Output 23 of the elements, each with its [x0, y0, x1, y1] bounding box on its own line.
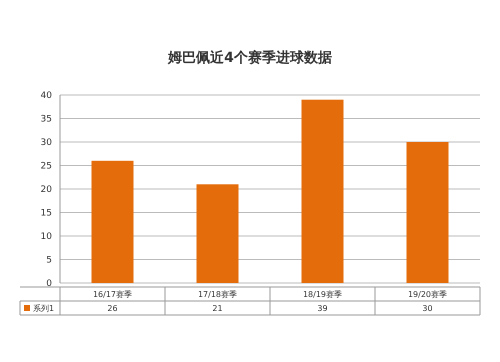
y-tick-label: 25: [40, 162, 52, 172]
data-label: 39: [317, 304, 328, 313]
y-tick-label: 5: [46, 256, 52, 266]
data-label: 21: [212, 304, 223, 313]
data-label: 26: [107, 304, 118, 313]
data-label: 30: [422, 304, 433, 313]
y-tick-label: 40: [40, 91, 52, 101]
bar: [406, 142, 448, 283]
chart-title: 姆巴佩近4个赛季进球数据: [167, 49, 332, 66]
legend-label: 系列1: [33, 304, 54, 313]
x-tick-label: 16/17赛季: [92, 290, 132, 299]
y-tick-label: 30: [40, 138, 52, 148]
y-tick-label: 15: [40, 208, 52, 218]
x-tick-label: 17/18赛季: [198, 290, 238, 299]
y-tick-label: 20: [40, 185, 52, 195]
bar: [302, 100, 344, 283]
bar: [196, 184, 238, 283]
y-tick-label: 35: [40, 114, 52, 124]
x-tick-label: 19/20赛季: [408, 290, 448, 299]
bar: [92, 160, 134, 283]
y-tick-label: 0: [46, 279, 52, 289]
x-tick-label: 18/19赛季: [302, 290, 342, 299]
y-tick-label: 10: [40, 232, 52, 242]
